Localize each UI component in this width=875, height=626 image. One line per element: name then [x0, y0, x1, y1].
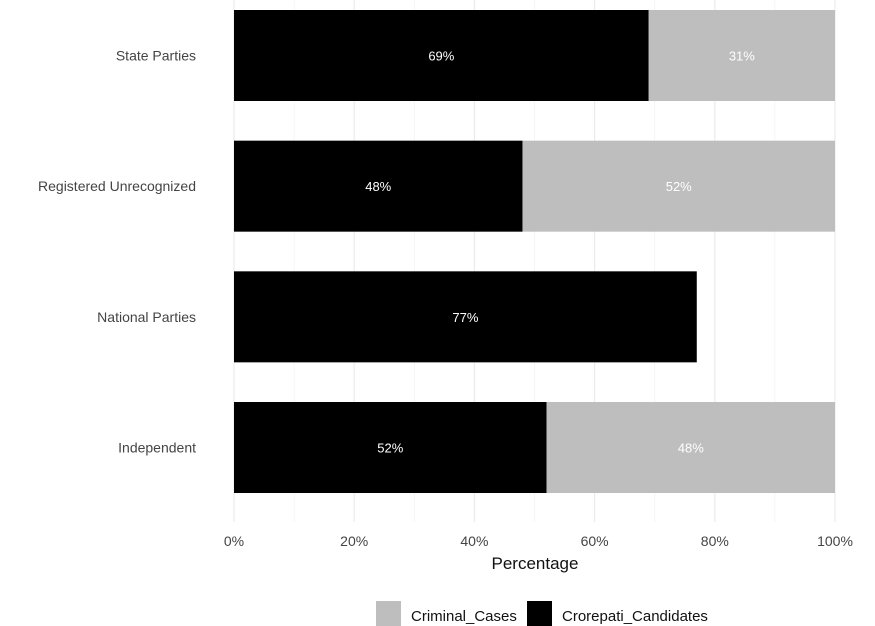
- bar-data-label: 48%: [678, 441, 704, 456]
- bar-data-label: 69%: [428, 49, 454, 64]
- y-axis-labels: State Parties Registered Unrecognized Nati…: [38, 48, 196, 456]
- x-axis-title: Percentage: [492, 554, 579, 573]
- bar-data-label: 52%: [666, 179, 692, 194]
- bar-crorepati-candidates: [234, 10, 649, 101]
- legend-swatch: [527, 601, 552, 626]
- legend-swatch: [376, 601, 401, 626]
- legend-label: Criminal_Cases: [411, 608, 517, 625]
- y-tick-label: National Parties: [97, 309, 196, 325]
- y-tick-label: State Parties: [116, 48, 196, 64]
- y-tick-label: Independent: [118, 440, 196, 456]
- legend-label: Crorepati_Candidates: [562, 608, 708, 625]
- bar-crorepati-candidates: [234, 271, 697, 363]
- x-tick-label: 60%: [581, 533, 609, 549]
- bars: 69% 31% 48% 52% 77% 52% 48%: [234, 10, 835, 494]
- y-tick-label: Registered Unrecognized: [38, 178, 196, 194]
- bar-criminal-cases: [546, 402, 835, 494]
- x-tick-label: 0%: [224, 533, 244, 549]
- bar-data-label: 31%: [729, 49, 755, 64]
- bar-data-label: 77%: [452, 310, 478, 325]
- bar-crorepati-candidates: [234, 402, 547, 494]
- bar-crorepati-candidates: [234, 140, 523, 232]
- bar-data-label: 48%: [365, 179, 391, 194]
- legend: Criminal_Cases Crorepati_Candidates: [376, 601, 708, 626]
- x-tick-label: 80%: [701, 533, 729, 549]
- x-tick-label: 20%: [340, 533, 368, 549]
- x-axis-tick-labels: 0% 20% 40% 60% 80% 100%: [224, 533, 853, 549]
- bar-data-label: 52%: [377, 441, 403, 456]
- bar-criminal-cases: [522, 140, 835, 232]
- x-tick-label: 100%: [817, 533, 853, 549]
- bar-criminal-cases: [648, 10, 835, 101]
- x-tick-label: 40%: [460, 533, 488, 549]
